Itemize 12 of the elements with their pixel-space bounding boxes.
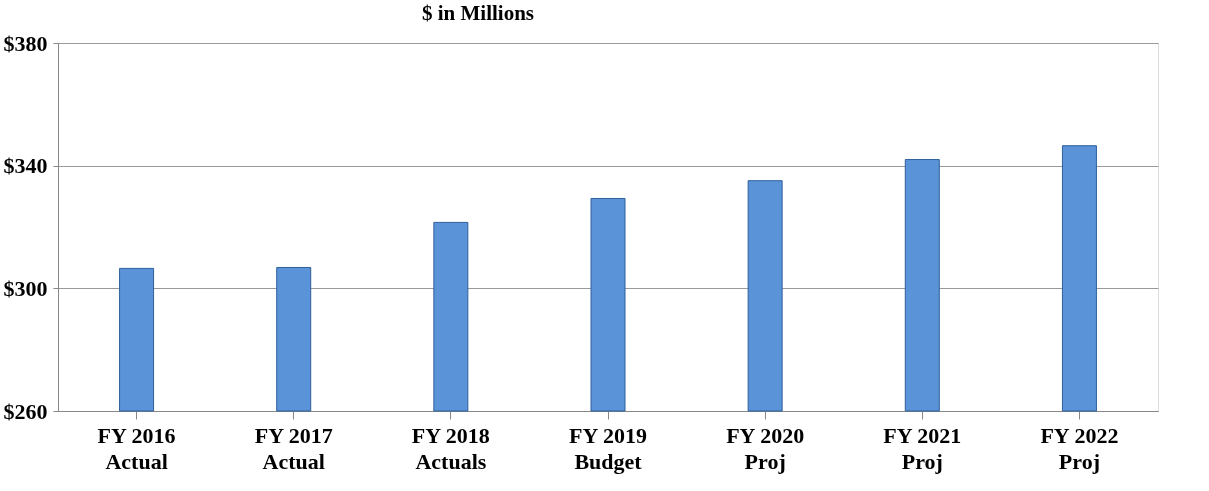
x-tick-label: FY 2019 Budget <box>568 422 648 474</box>
y-tick-label: $300 <box>3 275 48 301</box>
y-tick-label: $380 <box>3 30 48 56</box>
x-tick-label: FY 2016 Actual <box>97 422 176 474</box>
y-tick-label: $340 <box>3 153 48 179</box>
x-tick-label: FY 2017 Actual <box>254 422 333 474</box>
x-tick-label: FY 2020 Proj <box>726 422 805 474</box>
chart-title: $ in Millions <box>421 1 535 25</box>
x-tick-label: FY 2018 Actuals <box>411 422 490 474</box>
x-tick-label: FY 2022 Proj <box>1040 422 1119 474</box>
y-tick-label: $260 <box>3 398 48 424</box>
x-tick-label: FY 2021 Proj <box>883 422 962 474</box>
